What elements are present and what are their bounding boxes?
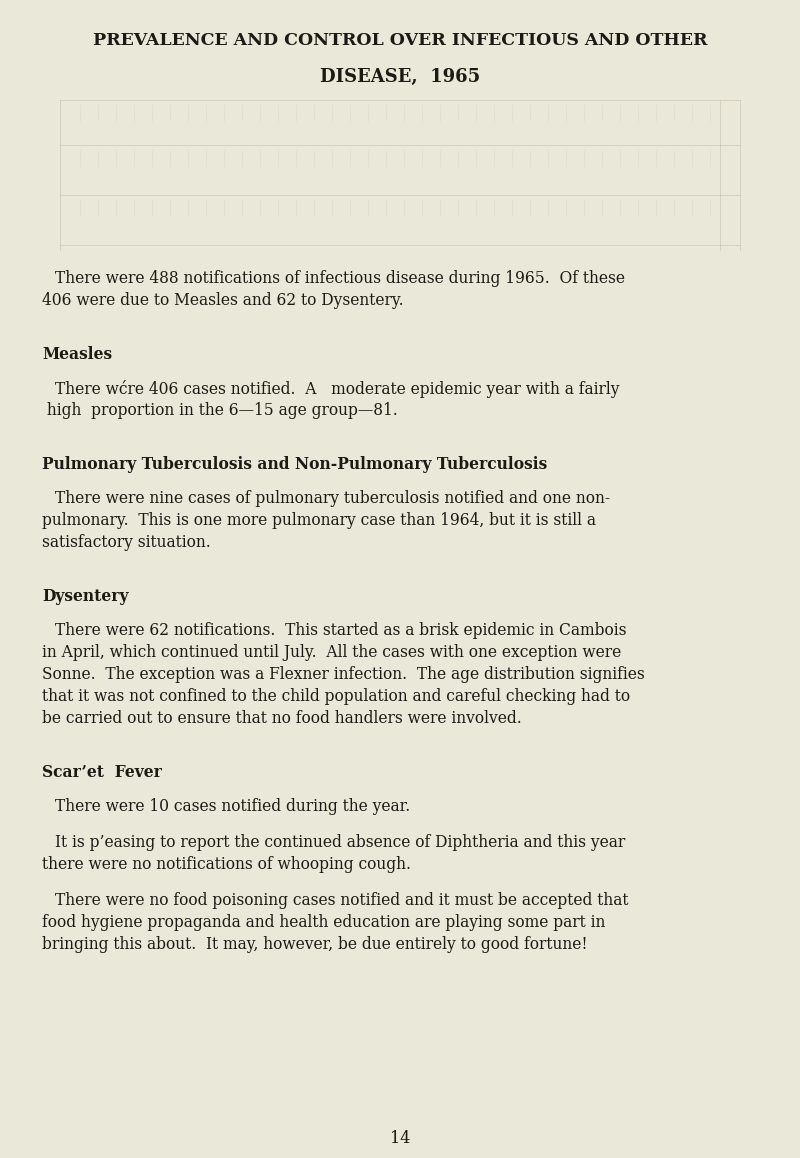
- Text: Dysentery: Dysentery: [42, 588, 129, 604]
- Text: satisfactory situation.: satisfactory situation.: [42, 534, 210, 551]
- Text: There were 10 cases notified during the year.: There were 10 cases notified during the …: [55, 798, 410, 815]
- Text: There wćre 406 cases notified.  A   moderate epidemic year with a fairly: There wćre 406 cases notified. A moderat…: [55, 380, 619, 398]
- Text: be carried out to ensure that no food handlers were involved.: be carried out to ensure that no food ha…: [42, 710, 522, 727]
- Text: bringing this about.  It may, however, be due entirely to good fortune!: bringing this about. It may, however, be…: [42, 936, 588, 953]
- Text: There were 62 notifications.  This started as a brisk epidemic in Cambois: There were 62 notifications. This starte…: [55, 622, 626, 639]
- Text: It is p’easing to report the continued absence of Diphtheria and this year: It is p’easing to report the continued a…: [55, 834, 626, 851]
- Text: in April, which continued until July.  All the cases with one exception were: in April, which continued until July. Al…: [42, 644, 622, 661]
- Text: Measles: Measles: [42, 346, 112, 362]
- Text: 406 were due to Measles and 62 to Dysentery.: 406 were due to Measles and 62 to Dysent…: [42, 292, 404, 309]
- Text: pulmonary.  This is one more pulmonary case than 1964, but it is still a: pulmonary. This is one more pulmonary ca…: [42, 512, 596, 529]
- Text: Scar’et  Fever: Scar’et Fever: [42, 764, 162, 780]
- Text: PREVALENCE AND CONTROL OVER INFECTIOUS AND OTHER: PREVALENCE AND CONTROL OVER INFECTIOUS A…: [93, 32, 707, 49]
- Text: food hygiene propaganda and health education are playing some part in: food hygiene propaganda and health educa…: [42, 914, 606, 931]
- Text: Sonne.  The exception was a Flexner infection.  The age distribution signifies: Sonne. The exception was a Flexner infec…: [42, 666, 645, 683]
- Text: 14: 14: [390, 1130, 410, 1148]
- Text: Pulmonary Tuberculosis and Non-Pulmonary Tuberculosis: Pulmonary Tuberculosis and Non-Pulmonary…: [42, 456, 547, 472]
- Text: high  proportion in the 6—15 age group—81.: high proportion in the 6—15 age group—81…: [42, 402, 398, 419]
- Text: DISEASE,  1965: DISEASE, 1965: [320, 68, 480, 86]
- Text: There were no food poisoning cases notified and it must be accepted that: There were no food poisoning cases notif…: [55, 892, 629, 909]
- Text: that it was not confined to the child population and careful checking had to: that it was not confined to the child po…: [42, 688, 630, 705]
- Text: There were 488 notifications of infectious disease during 1965.  Of these: There were 488 notifications of infectio…: [55, 270, 625, 287]
- Text: there were no notifications of whooping cough.: there were no notifications of whooping …: [42, 856, 411, 873]
- Text: There were nine cases of pulmonary tuberculosis notified and one non-: There were nine cases of pulmonary tuber…: [55, 490, 610, 507]
